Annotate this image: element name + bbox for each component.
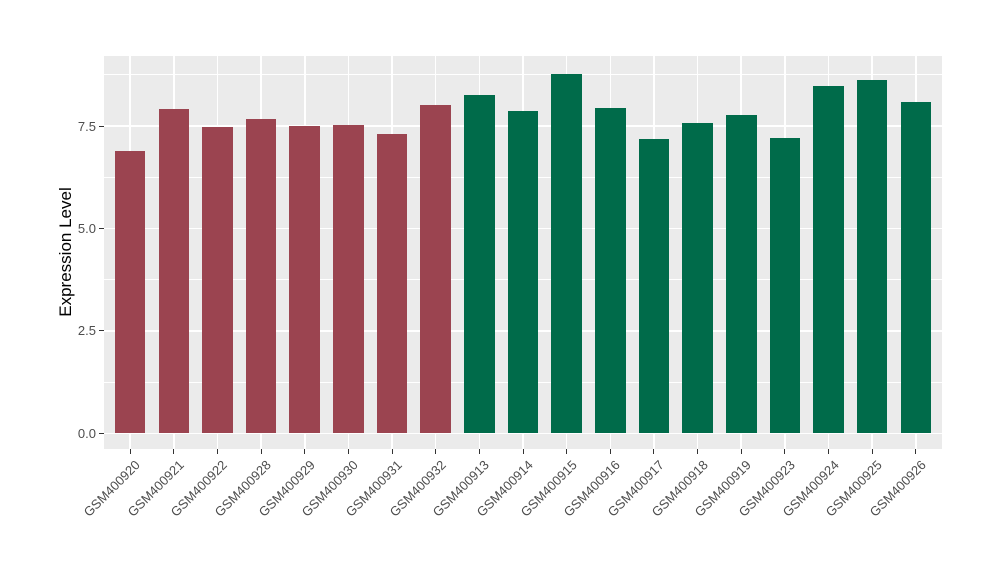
y-tick-label: 0.0	[77, 425, 96, 441]
x-tick-mark	[260, 449, 262, 454]
bar-GSM400916	[595, 108, 626, 434]
x-tick-mark	[391, 449, 393, 454]
bar-GSM400919	[725, 115, 757, 434]
x-tick-mark	[609, 449, 611, 454]
x-tick-mark	[740, 449, 742, 454]
y-tick-mark	[99, 330, 104, 332]
y-tick-mark	[99, 125, 104, 127]
gridline-minor	[104, 74, 942, 76]
bar-GSM400922	[202, 127, 233, 434]
bar-GSM400929	[289, 125, 321, 434]
bar-GSM400926	[900, 101, 932, 434]
x-tick-mark	[129, 449, 131, 454]
y-tick-label: 5.0	[77, 221, 96, 237]
bar-GSM400913	[464, 95, 495, 434]
bar-GSM400928	[245, 118, 277, 434]
x-tick-mark	[653, 449, 655, 454]
bar-GSM400920	[114, 150, 146, 434]
bar-GSM400918	[682, 122, 713, 434]
x-tick-mark	[522, 449, 524, 454]
x-tick-mark	[435, 449, 437, 454]
y-axis-title: Expression Level	[56, 187, 75, 317]
x-tick-mark	[478, 449, 480, 454]
y-tick-mark	[99, 432, 104, 434]
x-tick-mark	[915, 449, 917, 454]
bar-GSM400924	[813, 86, 844, 434]
x-tick-mark	[304, 449, 306, 454]
bar-GSM400925	[856, 80, 888, 434]
bar-GSM400915	[551, 74, 582, 434]
x-tick-mark	[871, 449, 873, 454]
y-tick-label: 2.5	[77, 323, 96, 339]
bar-GSM400931	[376, 133, 408, 434]
gridline-major	[104, 432, 942, 435]
bar-GSM400917	[638, 138, 670, 434]
bar-GSM400923	[769, 137, 801, 434]
bar-GSM400914	[507, 110, 539, 434]
x-tick-mark	[566, 449, 568, 454]
bar-GSM400932	[420, 105, 451, 434]
x-tick-mark	[697, 449, 699, 454]
x-tick-mark	[216, 449, 218, 454]
x-tick-mark	[784, 449, 786, 454]
x-tick-mark	[828, 449, 830, 454]
y-tick-mark	[99, 228, 104, 230]
x-tick-mark	[173, 449, 175, 454]
bar-GSM400921	[158, 109, 190, 434]
x-tick-mark	[347, 449, 349, 454]
bar-GSM400930	[333, 124, 364, 434]
y-tick-label: 7.5	[77, 118, 96, 134]
